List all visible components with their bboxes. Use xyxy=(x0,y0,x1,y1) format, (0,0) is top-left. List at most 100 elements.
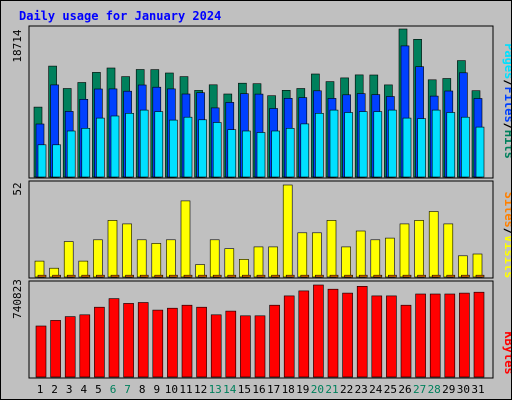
x-tick-label: 30 xyxy=(457,383,470,396)
kbytes-bar xyxy=(35,325,47,378)
visits-bar xyxy=(443,223,454,278)
sites-bar xyxy=(154,274,164,278)
kbytes-ymax-label: 740823 xyxy=(11,279,24,319)
pages-bar xyxy=(300,123,310,178)
pages-bar xyxy=(344,112,353,178)
sites-bar xyxy=(52,274,61,278)
sites-bar xyxy=(358,274,368,278)
visits-bar xyxy=(312,232,322,278)
sites-bar xyxy=(475,274,485,278)
kbytes-bar xyxy=(371,295,383,378)
pages-bar xyxy=(169,119,178,178)
kbytes-bar xyxy=(459,292,470,378)
kbytes-bar xyxy=(196,306,207,378)
kbytes-bar xyxy=(79,314,91,378)
kbytes-bar xyxy=(137,302,149,378)
sites-bar xyxy=(110,274,120,278)
sites-bar xyxy=(227,274,237,278)
kbytes-bar xyxy=(181,304,193,378)
sites-bar xyxy=(37,274,47,278)
pages-bar xyxy=(315,113,324,178)
kbytes-bar xyxy=(167,307,178,378)
sites-bar xyxy=(373,274,383,278)
legend-kbytes: KBytes xyxy=(502,331,511,374)
kbytes-bar xyxy=(269,304,280,378)
x-tick-label: 14 xyxy=(223,383,237,396)
x-axis-labels: 1 2 3 4 5 6 7 8 9 10 11 12 13 14 15 16 17 18 19 20 21 22 23 24 2… xyxy=(37,383,485,396)
visits-bar xyxy=(414,220,424,278)
x-tick-label: 26 xyxy=(398,383,411,396)
legend-separator: / xyxy=(502,79,511,86)
x-tick-label: 22 xyxy=(340,383,353,396)
sites-bar xyxy=(285,274,295,278)
x-tick-label: 16 xyxy=(252,383,265,396)
visits-bar xyxy=(355,230,366,278)
x-tick-label: 15 xyxy=(238,383,251,396)
kbytes-bar xyxy=(152,309,164,378)
sites-bar xyxy=(169,274,178,278)
pages-bar xyxy=(81,128,91,178)
kbytes-bar xyxy=(94,306,105,378)
x-tick-label: 6 xyxy=(110,383,117,396)
pages-bar xyxy=(373,111,383,178)
x-tick-label: 13 xyxy=(209,383,222,396)
visits-bar xyxy=(399,223,410,278)
visits-bar xyxy=(151,243,162,278)
visits-bar xyxy=(180,200,191,278)
sites-bar xyxy=(388,274,397,278)
visits-bar xyxy=(122,223,132,278)
legend-hits: Hits xyxy=(502,130,511,159)
sites-bar xyxy=(300,274,310,278)
hits-ymax-label: 18714 xyxy=(11,29,24,62)
x-tick-label: 2 xyxy=(51,383,58,396)
x-tick-label: 25 xyxy=(384,383,397,396)
x-tick-label: 29 xyxy=(442,383,455,396)
visits-bar xyxy=(107,220,118,278)
pages-bar xyxy=(66,130,76,178)
pages-bar xyxy=(256,132,266,178)
kbytes-bar xyxy=(283,295,295,378)
pages-bar xyxy=(242,130,251,178)
sites-bar xyxy=(66,274,76,278)
kbytes-bar xyxy=(429,293,441,378)
visits-bar xyxy=(268,246,278,278)
pages-bar xyxy=(446,112,456,178)
sites-bar xyxy=(81,274,91,278)
sites-bar xyxy=(256,274,266,278)
x-tick-label: 4 xyxy=(80,383,87,396)
sites-bar xyxy=(402,274,412,278)
sites-bar xyxy=(344,274,353,278)
sites-bar xyxy=(417,274,426,278)
x-tick-label: 10 xyxy=(165,383,178,396)
sites-bar xyxy=(96,274,105,278)
pages-bar xyxy=(285,128,295,178)
visits-ymax-label: 52 xyxy=(11,182,24,195)
sites-bar xyxy=(125,274,134,278)
pages-bar xyxy=(183,116,193,178)
sites-bar xyxy=(139,274,149,278)
x-tick-label: 31 xyxy=(471,383,484,396)
x-tick-label: 11 xyxy=(179,383,192,396)
x-tick-label: 17 xyxy=(267,383,280,396)
pages-bar xyxy=(358,111,368,178)
visits-bar xyxy=(297,232,308,278)
pages-bar xyxy=(110,115,120,178)
x-tick-label: 27 xyxy=(413,383,426,396)
visits-bar xyxy=(326,220,337,278)
kbytes-bar xyxy=(400,304,412,378)
visits-bar xyxy=(458,255,468,278)
kbytes-bar xyxy=(64,316,76,378)
pages-bar xyxy=(198,119,207,178)
x-tick-label: 7 xyxy=(124,383,131,396)
hits-legend: Pages/Files/Hits xyxy=(502,43,511,159)
pages-bar xyxy=(139,109,149,178)
kbytes-bar xyxy=(108,298,120,378)
visits-bar xyxy=(428,211,439,278)
chart-title: Daily usage for January 2024 xyxy=(19,9,221,23)
kbytes-bar xyxy=(342,292,353,378)
sites-bar xyxy=(446,274,456,278)
visits-bar xyxy=(166,239,176,278)
visits-bar xyxy=(136,239,147,278)
visits-bar xyxy=(34,260,45,278)
